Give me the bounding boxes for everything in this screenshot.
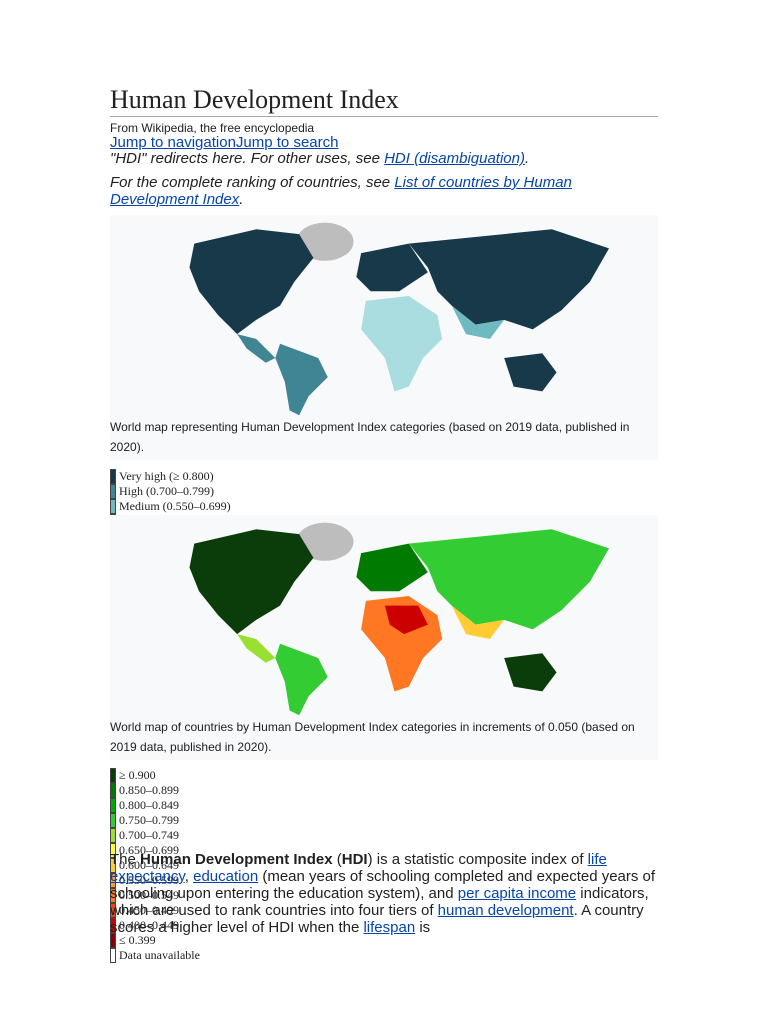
paragraph: The Human Development Index (HDI) is a s… [110, 851, 658, 936]
legend-label: High (0.700–0.799) [119, 484, 214, 498]
legend-swatch [110, 813, 116, 828]
legend-label: 0.400–0.449 [119, 918, 179, 932]
hatnote: "HDI" redirects here. For other uses, se… [110, 150, 658, 168]
link[interactable]: List of countries by Human Development I… [110, 174, 572, 208]
legend-item: 0.750–0.799 [110, 813, 200, 828]
legend-column: 0.400–0.449 ≤ 0.399 Data unavailable [110, 918, 200, 963]
legend-label: Very high (≥ 0.800) [119, 469, 214, 483]
legend-item: 0.600–0.649 [110, 858, 200, 873]
legend-swatch [110, 933, 116, 948]
legend-item: 0.800–0.849 [110, 798, 200, 813]
figure: World map of countries by Human Developm… [110, 515, 658, 760]
hatnote: For the complete ranking of countries, s… [110, 174, 658, 208]
bold-text: Human Development Index [140, 851, 333, 868]
legend-swatch [110, 948, 116, 963]
legend-label: 0.850–0.899 [119, 783, 179, 797]
jump-link[interactable]: Jump to search [235, 134, 339, 151]
legend-swatch [110, 888, 116, 903]
legend-item: Data unavailable [110, 948, 200, 963]
legend-label: ≤ 0.399 [119, 933, 156, 947]
legend-label: 0.700–0.749 [119, 828, 179, 842]
legend-item: 0.550–0.599 [110, 873, 200, 888]
legend-item: 0.700–0.749 [110, 828, 200, 843]
legend-item: 0.500–0.549 [110, 888, 200, 903]
legend-label: 0.750–0.799 [119, 813, 179, 827]
legend-item: Medium (0.550–0.699) [110, 499, 231, 514]
text: The [110, 851, 141, 868]
legend-label: 0.500–0.549 [119, 888, 179, 902]
text: indicators, which are used to rank count… [110, 885, 649, 919]
figure-caption: World map representing Human Development… [110, 420, 630, 454]
legend-swatch [110, 918, 116, 933]
legend-label: Data unavailable [119, 948, 200, 962]
link[interactable]: per capita income [457, 885, 577, 902]
text: (mean years of schooling completed and e… [110, 868, 656, 902]
legend-swatch [110, 798, 116, 813]
legend-swatch [110, 499, 116, 514]
legend-swatch [110, 469, 116, 484]
legend-item: Very high (≥ 0.800) [110, 469, 231, 484]
legend-swatch [110, 903, 116, 918]
text: is [415, 919, 431, 936]
link[interactable]: HDI (disambiguation) [384, 150, 525, 167]
legend-swatch [110, 843, 116, 858]
text: . A country scores a higher level of HDI… [110, 902, 644, 936]
text: ) is a statistic composite index of [367, 851, 588, 868]
legend-swatch [110, 858, 116, 873]
figure: World map representing Human Development… [110, 215, 658, 460]
legend-label: 0.800–0.849 [119, 798, 179, 812]
link[interactable]: human development [437, 902, 574, 919]
legend-swatch [110, 828, 116, 843]
world-map [189, 522, 610, 716]
legend-item: 0.450–0.499 [110, 903, 200, 918]
legend-column: Very high (≥ 0.800) High (0.700–0.799) Med… [110, 469, 231, 514]
legend-label: 0.450–0.499 [119, 903, 179, 917]
legend-label: 0.650–0.699 [119, 843, 179, 857]
text: For the complete ranking of countries, s… [110, 174, 395, 191]
legend: ≥ 0.900 0.850–0.899 0.800–0.849 0.750–0.799… [110, 768, 200, 963]
legend-item: ≥ 0.900 [110, 768, 200, 783]
legend-label: 0.550–0.599 [119, 873, 179, 887]
legend-label: Medium (0.550–0.699) [119, 499, 231, 513]
bold-text: HDI [341, 851, 368, 868]
legend-swatch [110, 768, 116, 783]
legend-label: 0.600–0.649 [119, 858, 179, 872]
jump-links: Jump to navigationJump to search [110, 134, 658, 152]
legend-item: 0.650–0.699 [110, 843, 200, 858]
figure-caption: World map of countries by Human Developm… [110, 720, 635, 754]
legend-column: ≥ 0.900 0.850–0.899 0.800–0.849 0.750–0.799… [110, 768, 200, 843]
text: , [184, 868, 194, 885]
legend-item: 0.850–0.899 [110, 783, 200, 798]
link[interactable]: education [193, 868, 259, 885]
legend-item: High (0.700–0.799) [110, 484, 231, 499]
legend-label: ≥ 0.900 [119, 768, 156, 782]
legend-swatch [110, 484, 116, 499]
link[interactable]: life expectancy [110, 851, 607, 885]
text: . [524, 150, 530, 167]
link[interactable]: lifespan [363, 919, 416, 936]
legend-swatch [110, 783, 116, 798]
text: . [239, 191, 244, 208]
jump-link[interactable]: Jump to navigation [110, 134, 236, 151]
tagline: From Wikipedia, the free encyclopedia [110, 121, 315, 135]
text: ( [332, 851, 342, 868]
legend-item: ≤ 0.399 [110, 933, 200, 948]
legend-item: 0.400–0.449 [110, 918, 200, 933]
world-map [189, 222, 610, 416]
legend-column: 0.650–0.699 0.600–0.649 0.550–0.599 0.500–0… [110, 843, 200, 918]
page-title: Human Development Index [110, 84, 658, 117]
text: "HDI" redirects here. For other uses, se… [110, 150, 385, 167]
legend-swatch [110, 873, 116, 888]
